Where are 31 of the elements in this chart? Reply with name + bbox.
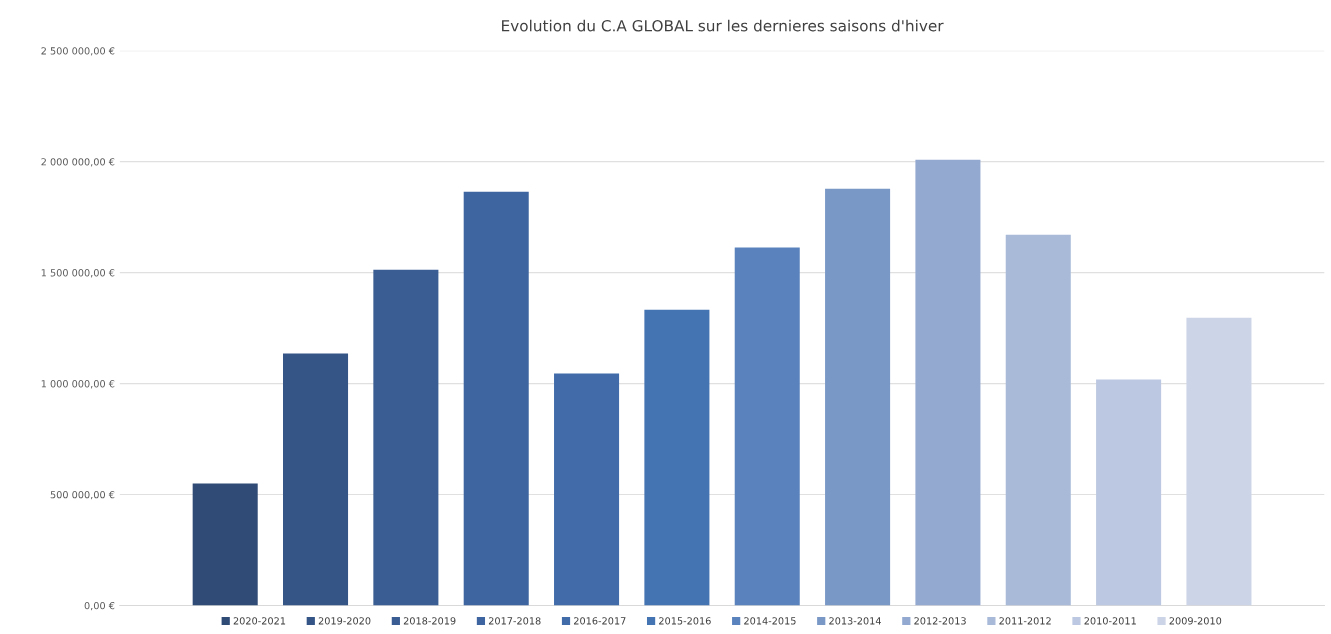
y-tick-label: 1 000 000,00 € bbox=[41, 380, 115, 389]
bar bbox=[192, 483, 258, 606]
legend-label: 2015-2016 bbox=[659, 617, 711, 625]
legend-label: 2014-2015 bbox=[744, 617, 796, 625]
legend-label: 2018-2019 bbox=[403, 617, 456, 625]
y-tick-label: 2 000 000,00 € bbox=[41, 158, 115, 167]
bar bbox=[1005, 234, 1071, 606]
y-tick-label: 0,00 € bbox=[84, 601, 115, 611]
bar bbox=[283, 353, 349, 606]
legend-label: 2013-2014 bbox=[829, 617, 881, 625]
legend-label: 2019-2020 bbox=[318, 617, 371, 625]
bar bbox=[644, 309, 710, 606]
bar bbox=[1096, 379, 1162, 606]
bar bbox=[554, 373, 620, 606]
bar bbox=[463, 191, 529, 606]
legend-label: 2017-2018 bbox=[488, 617, 541, 625]
bar bbox=[825, 188, 891, 606]
chart-title: Evolution du C.A GLOBAL sur les dernieres saisons d'hiver bbox=[502, 19, 944, 32]
legend-label: 2016-2017 bbox=[574, 617, 626, 625]
y-tick-label: 2 500 000,00 € bbox=[41, 47, 115, 56]
y-tick-label: 1 500 000,00 € bbox=[41, 269, 115, 278]
y-tick-label: 500 000,00 € bbox=[50, 491, 115, 500]
legend-label: 2020-2021 bbox=[233, 617, 286, 625]
legend-label: 2011-2012 bbox=[999, 617, 1051, 625]
bar bbox=[1186, 317, 1252, 606]
bar bbox=[915, 159, 981, 606]
legend-label: 2012-2013 bbox=[914, 617, 966, 625]
legend-label: 2010-2011 bbox=[1084, 617, 1136, 625]
bar bbox=[373, 269, 439, 606]
legend-label: 2009-2010 bbox=[1169, 617, 1222, 625]
bar bbox=[734, 247, 800, 606]
